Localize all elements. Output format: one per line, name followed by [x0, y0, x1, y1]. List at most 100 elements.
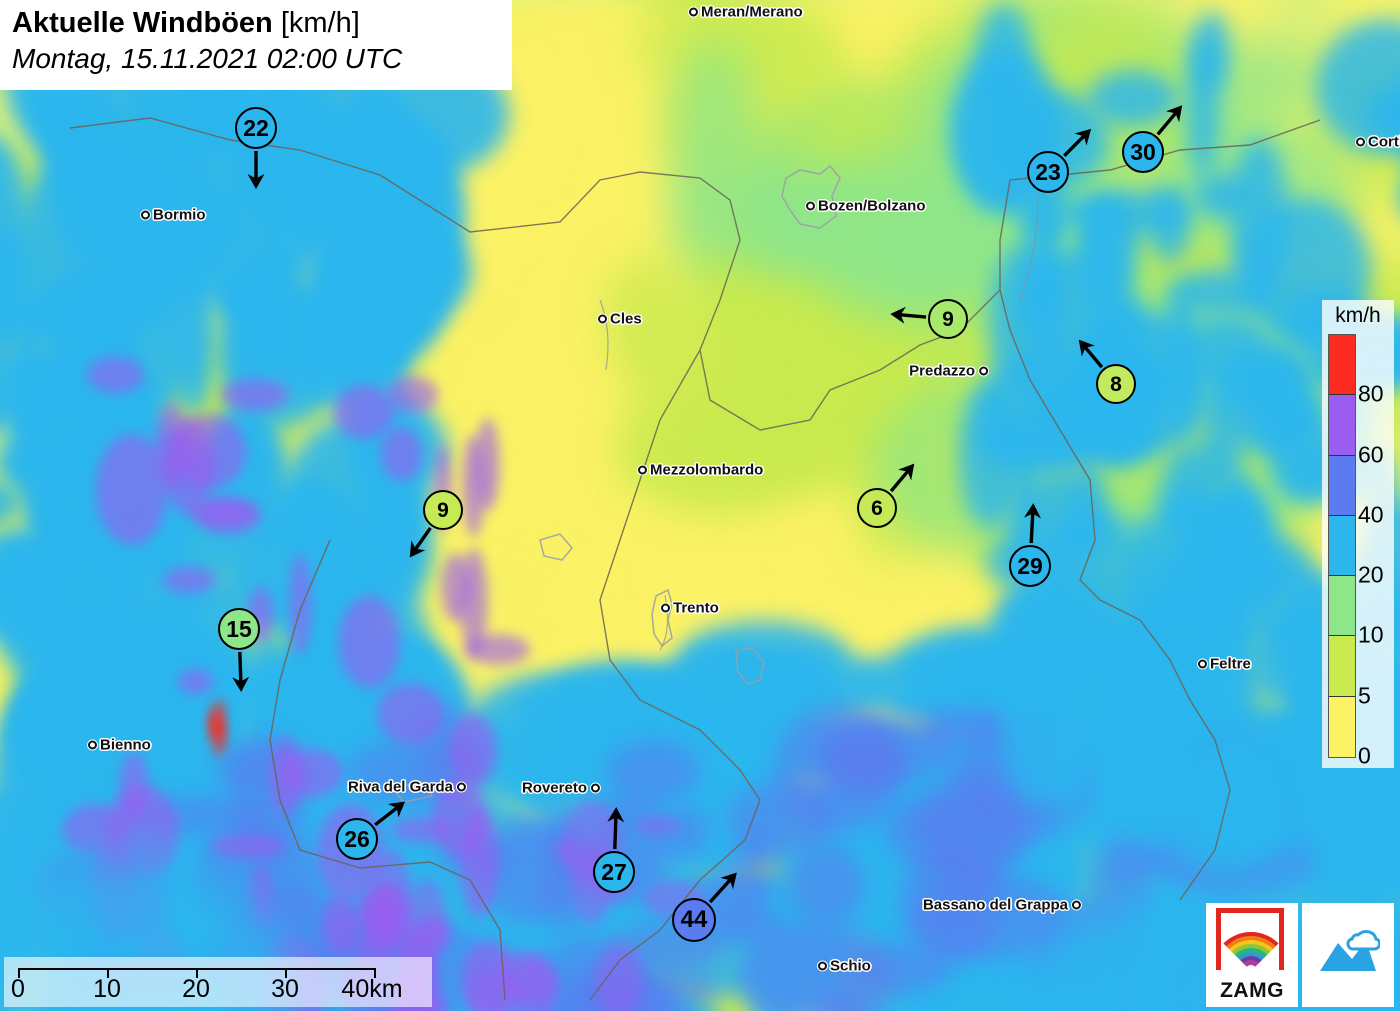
city-label: Mezzolombardo [638, 462, 763, 479]
timestamp-text: Montag, 15.11.2021 02:00 UTC [12, 43, 403, 74]
raster-cell [774, 705, 902, 834]
city-label: Predazzo [909, 363, 988, 380]
city-label: Trento [661, 600, 719, 617]
raster-cell [0, 438, 83, 488]
city-name: Meran/Merano [701, 3, 803, 21]
station-value-bubble[interactable]: 30 [1122, 131, 1164, 173]
administrative-borders [69, 117, 1321, 1001]
city-name: Cles [610, 310, 642, 328]
raster-cell [119, 752, 149, 824]
station-value-bubble[interactable]: 23 [1027, 151, 1069, 193]
city-marker-icon [457, 782, 466, 792]
raster-cell [228, 60, 331, 241]
city-label: Bassano del Grappa [923, 897, 1081, 914]
mountain-cloud-logo[interactable] [1302, 903, 1394, 1007]
city-marker-icon [591, 783, 600, 793]
raster-cell [137, 212, 258, 253]
legend-band [1329, 696, 1355, 757]
title-main-text: Aktuelle Windböen [12, 7, 273, 39]
city-name: Feltre [1210, 655, 1251, 673]
city-name: Bienno [100, 736, 151, 754]
station-value: 9 [437, 498, 449, 522]
station-value: 22 [243, 114, 269, 141]
station-value-bubble[interactable]: 15 [218, 608, 260, 650]
station-value-bubble[interactable]: 44 [672, 898, 716, 942]
raster-cell [1163, 282, 1201, 442]
legend-unit-label: km/h [1335, 304, 1381, 327]
station-value-bubble[interactable]: 9 [928, 299, 968, 339]
city-name: Bozen/Bolzano [818, 197, 926, 215]
color-legend: km/h 80 60 40 20 10 5 0 [1322, 300, 1394, 768]
city-label: Bienno [88, 737, 151, 754]
legend-color-bar [1328, 334, 1356, 758]
station-value-bubble[interactable]: 26 [336, 818, 378, 860]
city-name: Rovereto [521, 779, 587, 797]
zamg-label: ZAMG [1220, 979, 1284, 1002]
legend-tick-labels: 80 60 40 20 10 5 0 [1358, 334, 1394, 767]
mountain-cloud-icon [1320, 930, 1380, 971]
scale-tick-label: 10 [93, 975, 121, 1003]
station-value-bubble[interactable]: 27 [593, 851, 635, 893]
station-value-bubble[interactable]: 6 [857, 488, 897, 528]
raster-cell [738, 923, 896, 1011]
station-value-bubble[interactable]: 8 [1096, 364, 1136, 404]
title-unit-text: [km/h] [280, 7, 360, 39]
station-value: 29 [1017, 552, 1043, 579]
station-value: 44 [680, 906, 708, 933]
city-marker-icon [689, 7, 698, 17]
city-outline-shapes [390, 164, 841, 803]
map-title-card: Aktuelle Windböen [km/h] Montag, 15.11.2… [0, 0, 512, 90]
raster-cell [16, 149, 141, 362]
scale-tick-label: 0 [11, 975, 25, 1003]
city-label: Riva del Garda [348, 779, 466, 796]
raster-cell [281, 748, 343, 798]
city-marker-icon [806, 201, 815, 211]
raster-cell [930, 764, 1016, 893]
legend-band [1329, 395, 1355, 456]
raster-cell [914, 872, 1068, 960]
zamg-logo[interactable]: ZAMG [1206, 903, 1298, 1007]
raster-cell [376, 682, 445, 745]
scale-tick-label: 40km [341, 975, 403, 1003]
legend-tick: 60 [1358, 441, 1384, 468]
raster-cell [733, 829, 777, 893]
legend-band [1329, 335, 1355, 396]
station-value-bubble[interactable]: 9 [423, 490, 463, 530]
raster-cell [1300, 755, 1400, 888]
distance-scale-bar: 0 10 20 30 40km [4, 957, 432, 1007]
city-name: Bormio [153, 206, 206, 224]
city-name: Mezzolombardo [650, 461, 764, 479]
legend-tick: 0 [1358, 742, 1371, 769]
legend-tick: 40 [1358, 501, 1384, 528]
city-label: Meran/Merano [689, 4, 803, 21]
legend-band [1329, 636, 1355, 697]
legend-band [1329, 576, 1355, 637]
raster-cell [1133, 652, 1181, 759]
city-marker-icon [1072, 900, 1081, 910]
city-label: Cortina [1356, 134, 1400, 151]
city-name: Predazzo [909, 362, 975, 380]
station-value: 8 [1110, 372, 1122, 396]
city-label: Cles [598, 311, 642, 328]
raster-cell [220, 378, 290, 412]
city-marker-icon [141, 210, 150, 220]
city-label: Bozen/Bolzano [806, 198, 926, 215]
city-name: Cortina [1368, 133, 1400, 151]
raster-cell [321, 895, 360, 955]
city-marker-icon [88, 740, 97, 750]
raster-cell [787, 844, 866, 925]
legend-band [1329, 455, 1355, 516]
raster-cell [1185, 743, 1281, 861]
station-value-bubble[interactable]: 22 [235, 107, 277, 149]
raster-cell [441, 553, 471, 622]
raster-cell [742, 279, 839, 476]
raster-cell [334, 384, 395, 439]
station-value-bubble[interactable]: 29 [1009, 545, 1051, 587]
raster-cell [917, 708, 1002, 747]
station-value: 26 [344, 825, 370, 852]
raster-cell [605, 740, 700, 803]
raster-cell [1078, 198, 1122, 319]
scale-tick-label: 20 [182, 975, 210, 1003]
raster-cell [1176, 500, 1277, 658]
